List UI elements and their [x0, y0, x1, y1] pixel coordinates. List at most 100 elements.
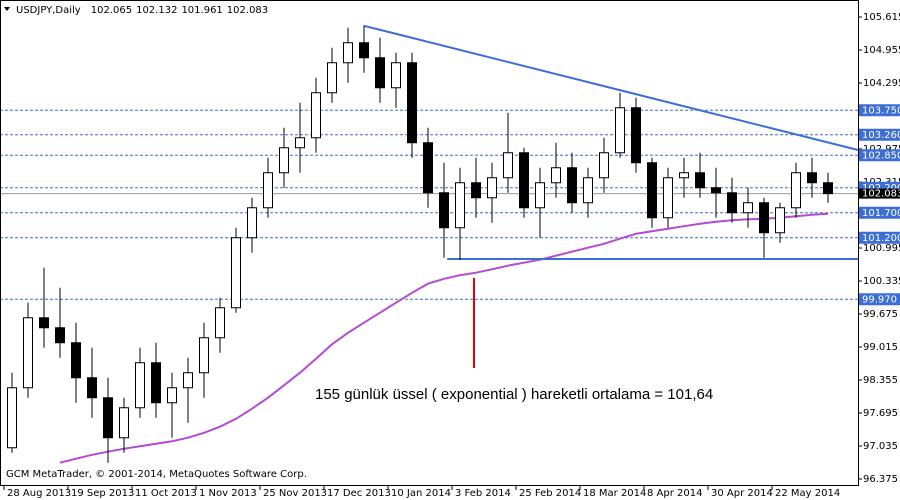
candle-body: [151, 362, 161, 404]
x-tick-label: 18 Mar 2014: [583, 488, 646, 499]
quote-low: 101.961: [181, 5, 222, 16]
candle-body: [727, 192, 737, 214]
candle-body: [423, 142, 433, 194]
y-tick-label: 99.675: [863, 309, 898, 320]
y-tick-label: 100.335: [863, 276, 900, 287]
trendline: [363, 24, 859, 151]
candle-body: [791, 172, 801, 209]
candle-body: [695, 172, 705, 189]
candle-body: [743, 202, 753, 214]
x-tick-label: 25 Feb 2014: [519, 488, 581, 499]
candle-body: [407, 62, 417, 144]
candle-body: [375, 57, 385, 89]
candle-body: [103, 397, 113, 439]
candle-body: [519, 152, 529, 209]
y-tick-label: 98.355: [863, 375, 898, 386]
plot-frame: [0, 0, 859, 486]
x-tick-label: 8 Apr 2014: [647, 488, 702, 499]
x-tick-label: 17 Dec 2013: [327, 488, 391, 499]
quote-open: 102.065: [91, 5, 132, 16]
candle-body: [119, 407, 129, 439]
candle-body: [23, 317, 33, 389]
candle-body: [439, 192, 449, 229]
candle-body: [247, 207, 257, 239]
candle-body: [7, 387, 17, 449]
x-tick-label: 3 Feb 2014: [455, 488, 511, 499]
plot-area: [0, 24, 859, 464]
candle-body: [39, 317, 49, 329]
candle-body: [599, 152, 609, 179]
ema-line: [59, 212, 829, 464]
x-tick-label: 28 Aug 2013: [7, 488, 71, 499]
header-arrow: [4, 7, 10, 11]
candle-body: [263, 172, 273, 209]
y-tick-label: 97.695: [863, 408, 898, 419]
candle-body: [231, 237, 241, 309]
y-tick-label: 104.955: [863, 45, 900, 56]
candle-body: [583, 177, 593, 204]
candle-body: [663, 177, 673, 219]
candle-body: [167, 387, 177, 404]
candle-body: [647, 162, 657, 219]
candle-body: [215, 307, 225, 339]
level-label: 101.200: [862, 233, 900, 244]
x-tick-label: 30 Apr 2014: [711, 488, 773, 499]
candle-body: [631, 107, 641, 164]
candle-body: [551, 167, 561, 184]
level-label: 102.200: [862, 183, 900, 194]
level-label-box: [859, 128, 900, 141]
candle-body: [327, 62, 337, 94]
candle-body: [615, 107, 625, 154]
candle-body: [823, 182, 833, 195]
candle-body: [359, 42, 369, 59]
candle-body: [311, 92, 321, 139]
candle-body: [711, 187, 721, 194]
candle-body: [71, 342, 81, 379]
level-label: 103.260: [862, 130, 900, 141]
y-tick-label: 97.035: [863, 441, 898, 452]
level-label-box: [859, 293, 900, 306]
candle-body: [455, 182, 465, 229]
annotation: 155 günlük üssel ( exponential ) hareket…: [315, 386, 713, 403]
level-label: 101.700: [862, 208, 900, 219]
level-label: 99.970: [862, 294, 897, 305]
x-tick-label: 1 Nov 2013: [199, 488, 257, 499]
candle-body: [295, 137, 305, 149]
candle-body: [87, 377, 97, 399]
candle-body: [679, 172, 689, 179]
candle-body: [775, 207, 785, 234]
x-tick-label: 19 Sep 2013: [71, 488, 134, 499]
axes: 105.615104.955104.295102.975102.315100.9…: [3, 12, 900, 499]
level-label-box: [859, 231, 900, 244]
y-tick-label: 100.995: [863, 243, 900, 254]
symbol: USDJPY,Daily: [16, 5, 81, 16]
level-label-box: [859, 104, 900, 117]
footer: GCM MetaTrader, © 2001-2014, MetaQuotes …: [6, 469, 307, 480]
x-tick-label: 11 Oct 2013: [135, 488, 197, 499]
candle-body: [55, 327, 65, 344]
quote-close: 102.083: [227, 5, 268, 16]
y-tick-label: 105.615: [863, 12, 900, 23]
y-tick-label: 104.295: [863, 78, 900, 89]
candle-body: [807, 172, 817, 184]
y-tick-label: 99.015: [863, 342, 898, 353]
candle-body: [567, 167, 577, 204]
chart-header: USDJPY,Daily 102.065 102.132 101.961 102.083: [16, 5, 268, 16]
level-label-box: [859, 149, 900, 162]
current-price-box: [859, 188, 900, 199]
x-tick-label: 22 May 2014: [775, 488, 840, 499]
candle-body: [343, 42, 353, 64]
candle-body: [183, 372, 193, 389]
y-tick-label: 96.375: [863, 474, 898, 485]
candle-body: [199, 337, 209, 374]
x-tick-label: 25 Nov 2013: [263, 488, 327, 499]
quote-high: 102.132: [136, 5, 177, 16]
candle-body: [487, 177, 497, 199]
candle-body: [535, 182, 545, 209]
level-label-box: [859, 206, 900, 219]
level-label: 102.850: [862, 150, 900, 161]
current-price-label: 102.083: [862, 189, 900, 200]
candle-body: [759, 202, 769, 234]
